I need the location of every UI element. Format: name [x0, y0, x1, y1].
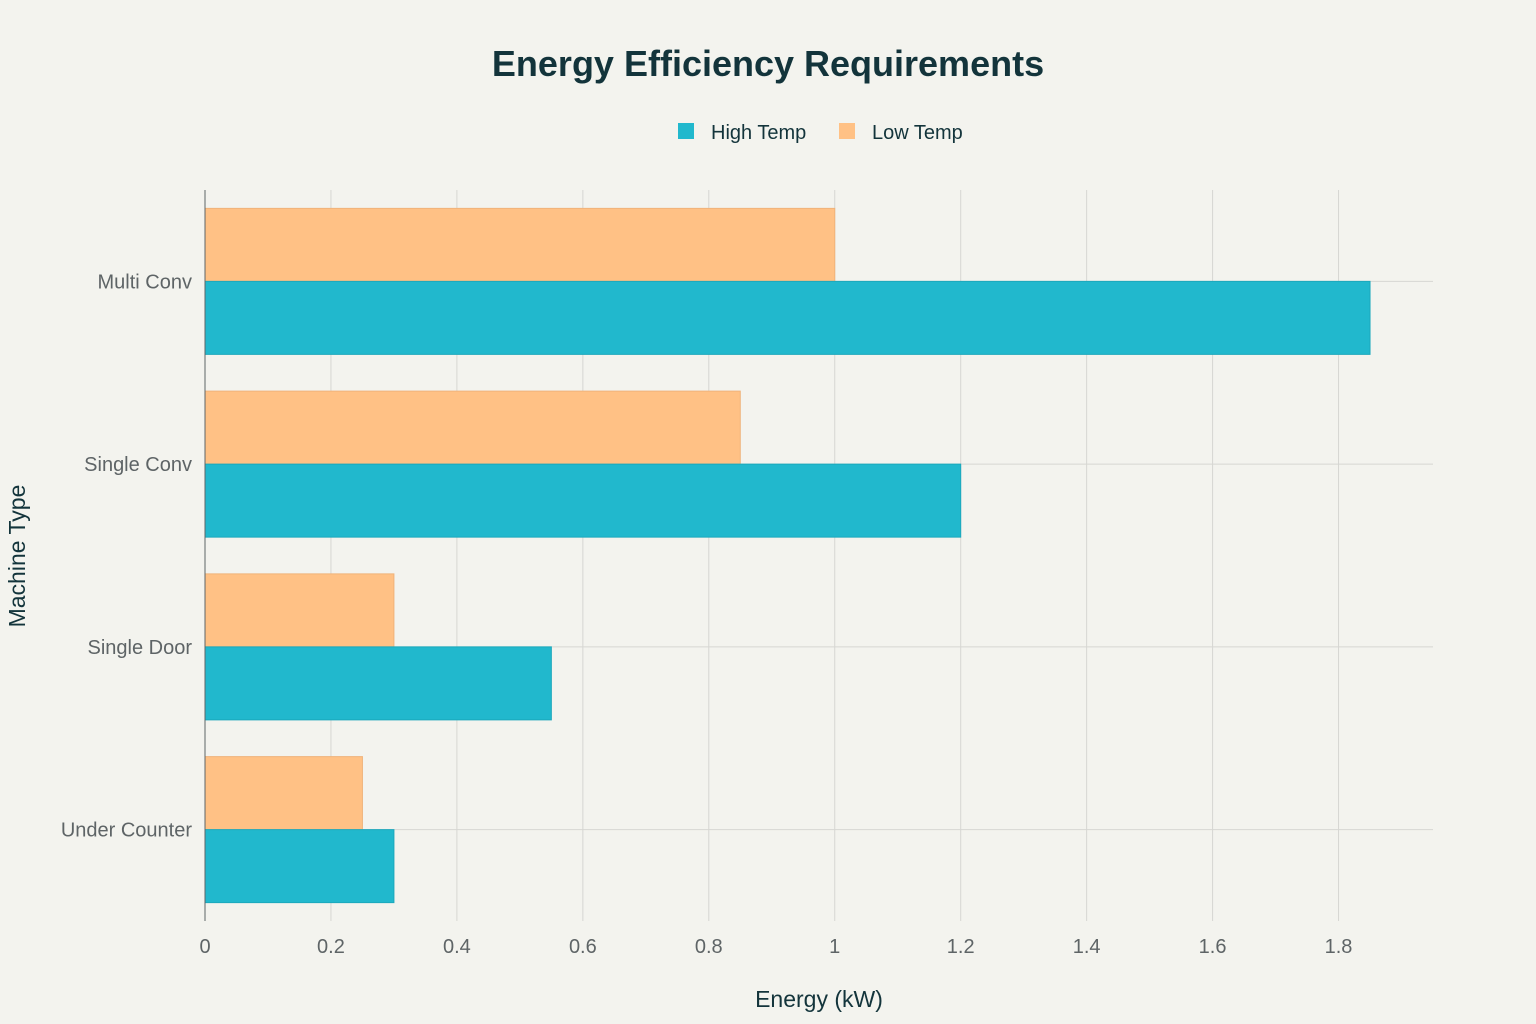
- legend-item-low-temp[interactable]: Low Temp: [839, 122, 963, 144]
- chart-title: Energy Efficiency Requirements: [492, 43, 1044, 84]
- legend-swatch-low-temp: [839, 123, 855, 139]
- x-tick-label: 0.4: [443, 936, 471, 958]
- x-tick-label: 0.2: [317, 936, 345, 958]
- x-tick-labels: 0 0.2 0.4 0.6 0.8 1 1.2 1.4 1.6 1.8: [199, 936, 1352, 958]
- bar-high-temp-under-counter[interactable]: High Temp — Under Counter: 0.3: [204, 829, 395, 904]
- x-tick-label: 1.2: [947, 936, 975, 958]
- bar-high-temp-single-conv[interactable]: High Temp — Single Conv: 1.2: [204, 463, 962, 538]
- bar-high-temp-multi-conv[interactable]: High Temp — Multi Conv: 1.85: [204, 280, 1371, 355]
- x-axis-title: Energy (kW): [755, 986, 883, 1012]
- y-tick-label-single-conv: Single Conv: [84, 454, 192, 476]
- y-tick-label-multi-conv: Multi Conv: [98, 271, 192, 293]
- y-tick-label-single-door: Single Door: [87, 637, 192, 659]
- y-tick-labels: Multi Conv Single Conv Single Door Under Co…: [61, 271, 193, 841]
- bar-low-temp-single-conv[interactable]: Low Temp — Single Conv: 0.85: [204, 390, 741, 465]
- x-tick-label: 1: [829, 936, 840, 958]
- legend-item-high-temp[interactable]: High Temp: [678, 122, 806, 144]
- legend: High Temp Low Temp: [678, 122, 963, 144]
- x-tick-label: 1.6: [1199, 936, 1227, 958]
- bar-low-temp-single-door[interactable]: Low Temp — Single Door: 0.3: [204, 573, 395, 648]
- x-tick-label: 1.4: [1073, 936, 1101, 958]
- x-tick-label: 1.8: [1325, 936, 1353, 958]
- y-tick-label-under-counter: Under Counter: [61, 820, 193, 842]
- legend-swatch-high-temp: [678, 123, 694, 139]
- x-tick-label: 0.6: [569, 936, 597, 958]
- bar-low-temp-multi-conv[interactable]: Low Temp — Multi Conv: 1: [204, 207, 836, 282]
- bar-low-temp-under-counter[interactable]: Low Temp — Under Counter: 0.25: [204, 756, 363, 831]
- legend-label-low-temp: Low Temp: [872, 122, 963, 144]
- y-axis-title: Machine Type: [4, 485, 30, 628]
- bar-layer: Low Temp — Multi Conv: 1High Temp — Mult…: [204, 207, 1371, 904]
- legend-label-high-temp: High Temp: [711, 122, 806, 144]
- x-tick-label: 0: [199, 936, 210, 958]
- bar-high-temp-single-door[interactable]: High Temp — Single Door: 0.55: [204, 646, 552, 721]
- x-tick-label: 0.8: [695, 936, 723, 958]
